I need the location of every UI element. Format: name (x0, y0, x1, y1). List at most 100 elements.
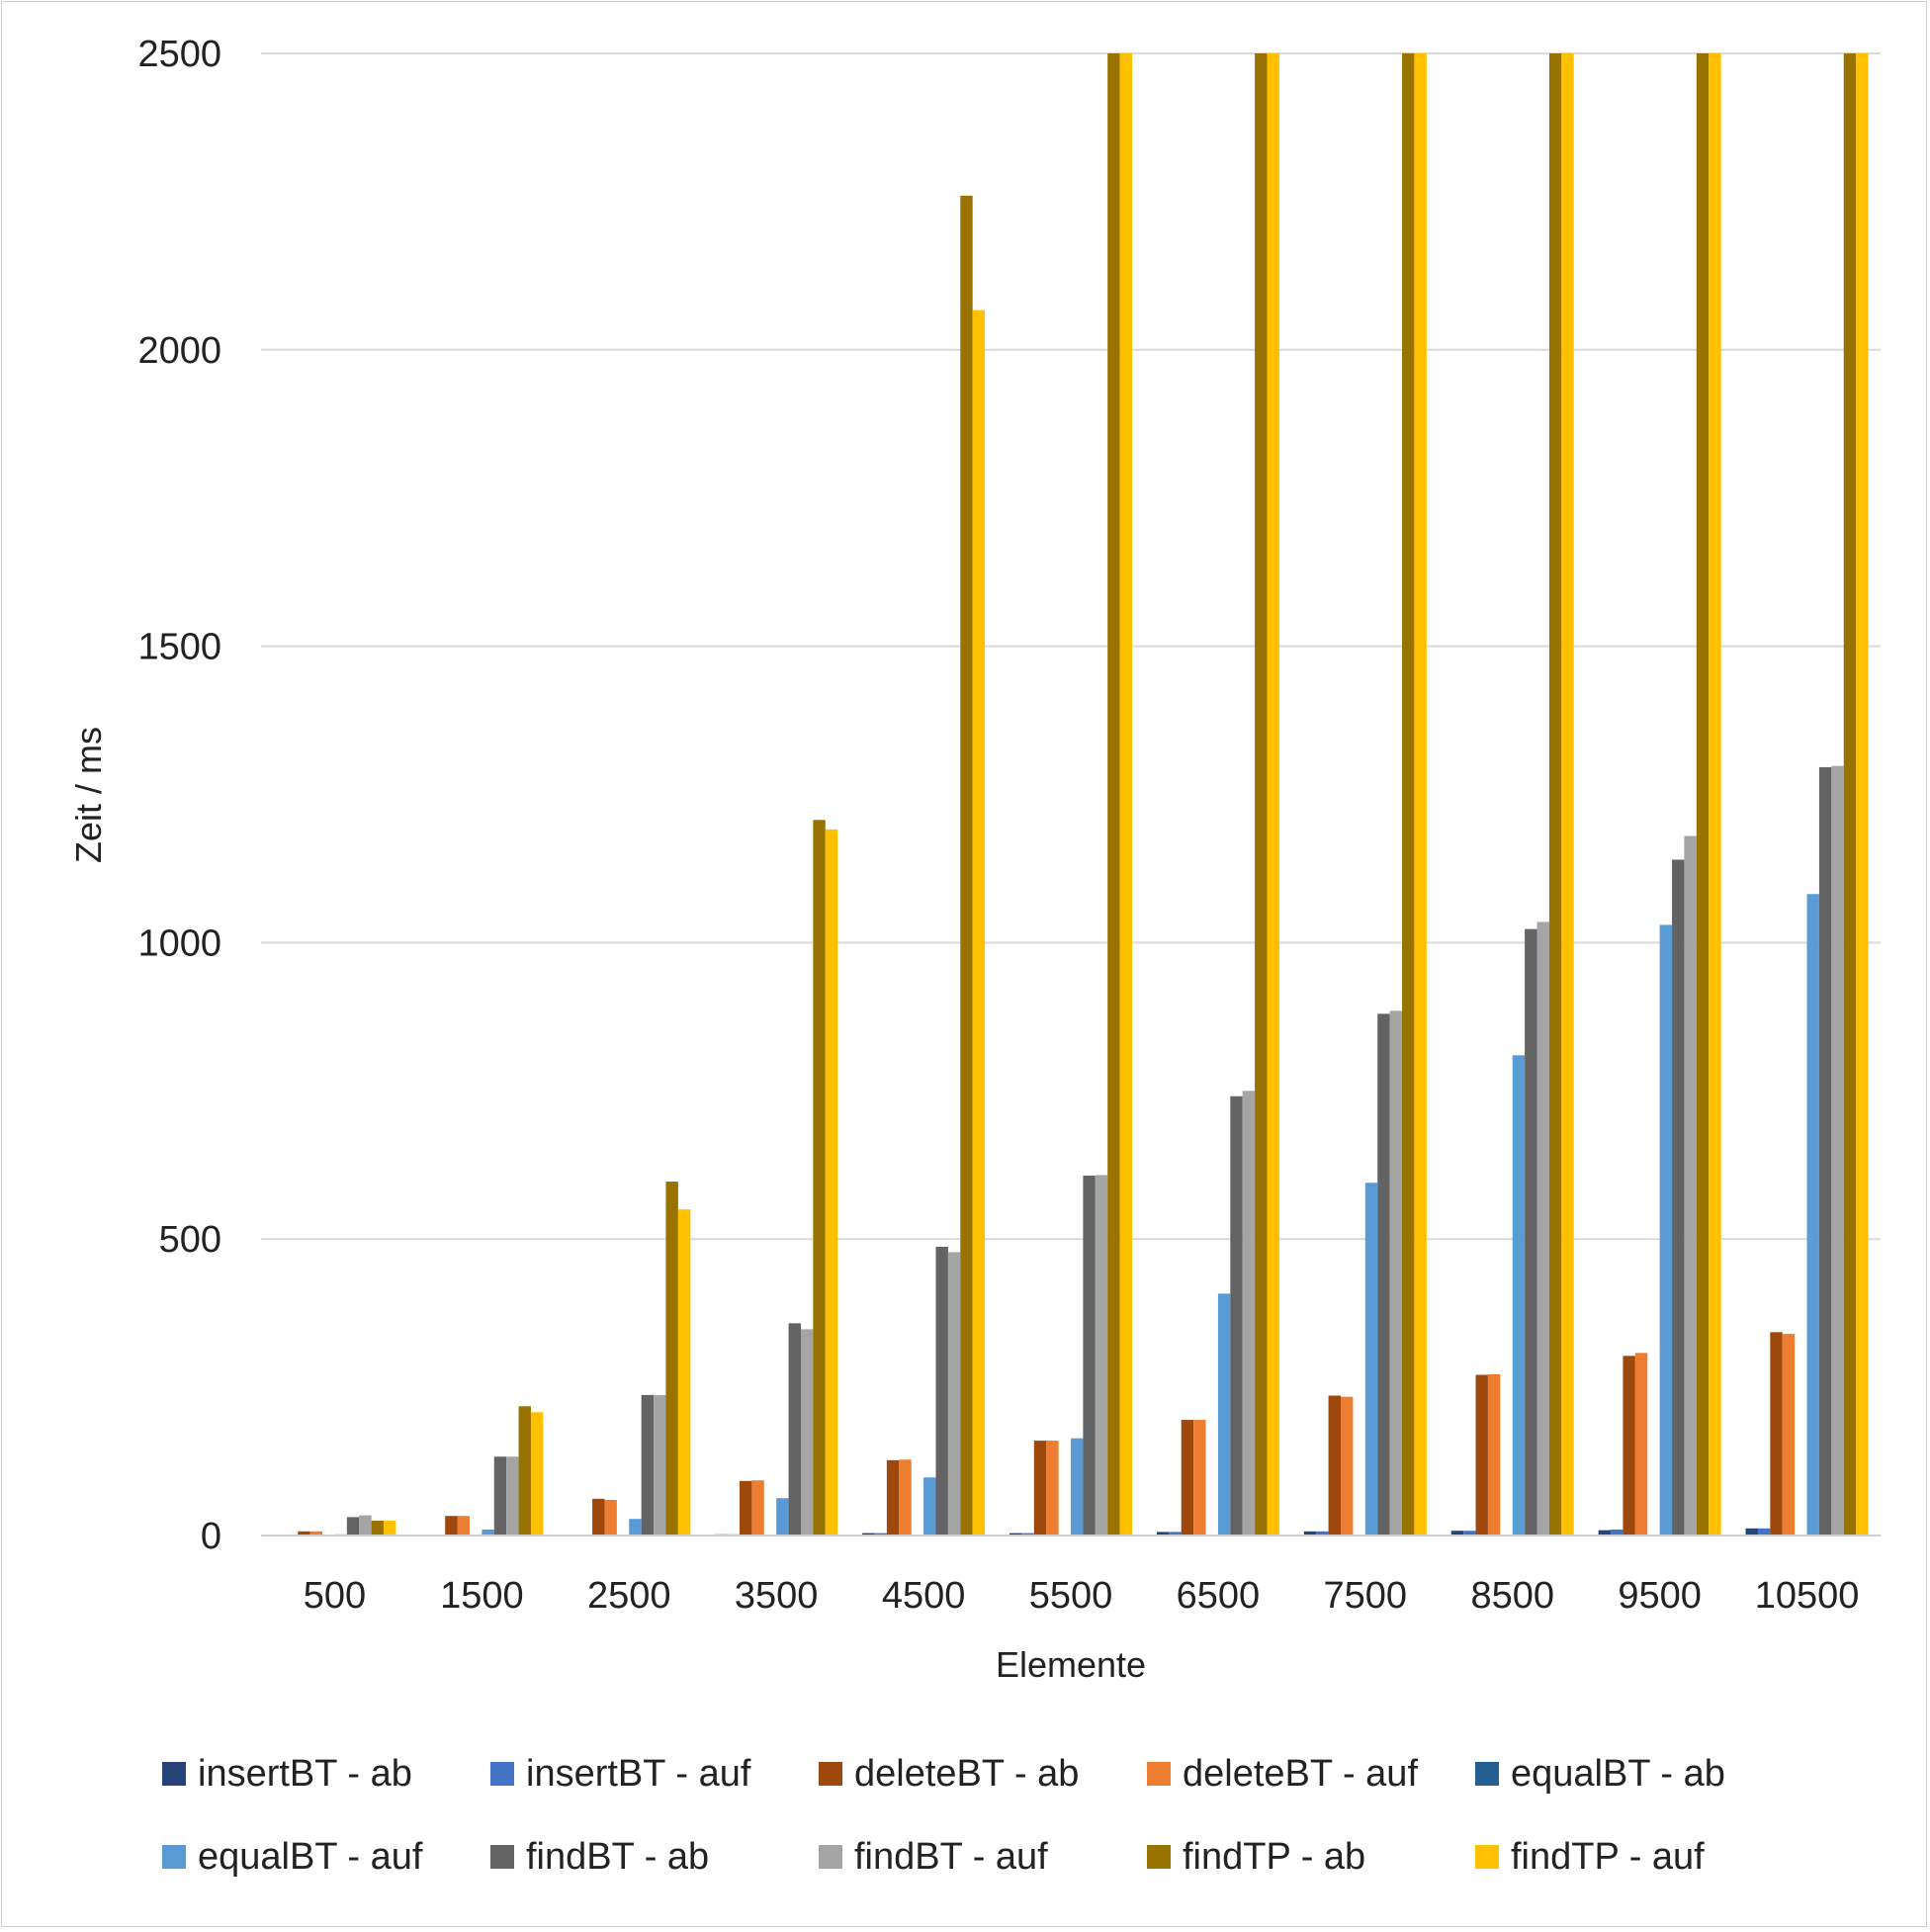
bar-7500-insertBT---auf (1316, 1531, 1329, 1536)
y-tick-label: 2000 (137, 330, 221, 372)
bar-4500-findTP---ab (960, 195, 973, 1536)
legend-swatch (819, 1845, 842, 1869)
bar-10500-equalBT---auf (1806, 894, 1819, 1536)
bar-4500-findBT---ab (935, 1246, 948, 1536)
bar-6500-findBT---ab (1230, 1096, 1243, 1536)
bar-8500-deleteBT---ab (1475, 1374, 1488, 1536)
x-tick-label: 2500 (587, 1575, 671, 1617)
legend-item: insertBT - auf (490, 1753, 751, 1795)
bar-9500-findBT---ab (1672, 859, 1685, 1536)
legend-swatch (1147, 1845, 1171, 1869)
bar-500-deleteBT---auf (309, 1531, 323, 1536)
bar-5500-insertBT---ab (1009, 1533, 1022, 1536)
x-tick-label: 4500 (882, 1575, 966, 1617)
bar-10500-findTP---auf (1856, 53, 1869, 1536)
bar-4500-insertBT---ab (862, 1533, 875, 1536)
bar-3500-findBT---auf (800, 1329, 814, 1536)
y-axis-title: Zeit / ms (68, 727, 109, 863)
bar-5500-findTP---ab (1107, 53, 1120, 1536)
bar-3500-deleteBT---ab (739, 1480, 752, 1536)
bar-8500-findTP---ab (1548, 53, 1562, 1536)
bar-7500-insertBT---ab (1303, 1531, 1317, 1536)
legend-item: findTP - ab (1147, 1836, 1365, 1878)
bar-5500-deleteBT---auf (1046, 1441, 1059, 1536)
x-axis-ticks: 500 1500 2500 3500 4500 5500 6500 7500 8500 9500 1… (304, 1575, 1860, 1617)
bar-8500-findBT---ab (1525, 928, 1537, 1536)
x-tick-label: 10500 (1755, 1575, 1860, 1617)
legend-swatch (490, 1762, 514, 1786)
bar-8500-findBT---auf (1536, 922, 1549, 1536)
bar-8500-deleteBT---auf (1487, 1373, 1501, 1536)
bar-10500-findBT---ab (1818, 766, 1832, 1536)
bar-6500-findBT---auf (1242, 1091, 1256, 1536)
x-tick-label: 9500 (1618, 1575, 1702, 1617)
bar-6500-deleteBT---ab (1181, 1420, 1194, 1536)
bar-4500-equalBT---auf (923, 1477, 936, 1536)
bar-10500-insertBT---ab (1745, 1528, 1758, 1536)
bar-2500-findTP---ab (665, 1182, 678, 1536)
legend-swatch (1475, 1845, 1499, 1869)
bar-9500-deleteBT---auf (1634, 1353, 1648, 1536)
bar-6500-equalBT---auf (1217, 1293, 1231, 1536)
bar-4500-insertBT---auf (874, 1533, 887, 1536)
bar-10500-insertBT---auf (1757, 1528, 1771, 1536)
legend-label: equalBT - ab (1511, 1753, 1725, 1795)
bar-10500-deleteBT---auf (1782, 1334, 1796, 1536)
x-tick-label: 3500 (735, 1575, 819, 1617)
legend-label: deleteBT - auf (1183, 1753, 1418, 1795)
bar-2500-deleteBT---ab (592, 1498, 605, 1536)
bar-10500-findTP---ab (1843, 53, 1857, 1536)
bar-1500-findBT---auf (506, 1456, 519, 1536)
legend-item: findBT - ab (490, 1836, 709, 1878)
legend-item: insertBT - ab (162, 1753, 412, 1795)
legend-label: findBT - auf (854, 1836, 1048, 1878)
bar-9500-findTP---auf (1709, 53, 1721, 1536)
bar-2500-deleteBT---auf (604, 1500, 617, 1536)
bar-3500-findTP---auf (825, 829, 838, 1536)
legend-swatch (1147, 1762, 1171, 1786)
bar-3500-deleteBT---auf (751, 1480, 764, 1536)
bar-1500-equalBT---auf (482, 1530, 494, 1536)
bars (298, 53, 1869, 1536)
legend-swatch (490, 1845, 514, 1869)
bar-1500-findBT---ab (493, 1456, 507, 1536)
bar-8500-insertBT---ab (1450, 1531, 1464, 1536)
bar-6500-deleteBT---auf (1193, 1420, 1206, 1536)
bar-2500-findTP---auf (677, 1209, 691, 1536)
bar-7500-deleteBT---ab (1328, 1395, 1342, 1536)
legend-swatch (162, 1762, 186, 1786)
bar-10500-findBT---auf (1831, 765, 1844, 1536)
bar-3500-equalBT---auf (776, 1498, 789, 1536)
bar-7500-findBT---auf (1389, 1010, 1403, 1536)
bar-2500-findBT---auf (654, 1394, 666, 1536)
bar-500-findBT---auf (359, 1515, 372, 1536)
y-tick-label: 2500 (137, 34, 221, 75)
bar-9500-findTP---ab (1696, 53, 1710, 1536)
bar-9500-insertBT---ab (1598, 1530, 1612, 1536)
bar-1500-deleteBT---ab (445, 1516, 458, 1536)
bar-8500-insertBT---auf (1463, 1531, 1476, 1536)
y-tick-label: 0 (201, 1516, 221, 1557)
legend-item: findBT - auf (819, 1836, 1048, 1878)
x-tick-label: 1500 (440, 1575, 524, 1617)
bar-7500-equalBT---auf (1364, 1183, 1378, 1536)
bar-6500-findTP---ab (1255, 53, 1268, 1536)
y-tick-label: 1500 (137, 627, 221, 668)
bar-2500-equalBT---auf (629, 1519, 642, 1536)
legend-label: findTP - ab (1183, 1836, 1365, 1878)
bar-5500-findBT---ab (1083, 1176, 1096, 1536)
legend-label: findBT - ab (526, 1836, 709, 1878)
legend-swatch (819, 1762, 842, 1786)
bar-500-findTP---auf (384, 1521, 396, 1536)
legend-label: insertBT - auf (526, 1753, 751, 1795)
bar-500-findTP---ab (371, 1521, 385, 1536)
bar-6500-insertBT---ab (1156, 1532, 1170, 1536)
bar-6500-insertBT---auf (1169, 1532, 1182, 1536)
bar-2500-findBT---ab (641, 1394, 655, 1536)
bar-4500-findTP---auf (972, 309, 986, 1536)
x-tick-label: 8500 (1470, 1575, 1554, 1617)
bar-500-findBT---ab (346, 1517, 360, 1536)
legend: insertBT - ab insertBT - auf deleteBT - ab… (162, 1753, 1725, 1878)
